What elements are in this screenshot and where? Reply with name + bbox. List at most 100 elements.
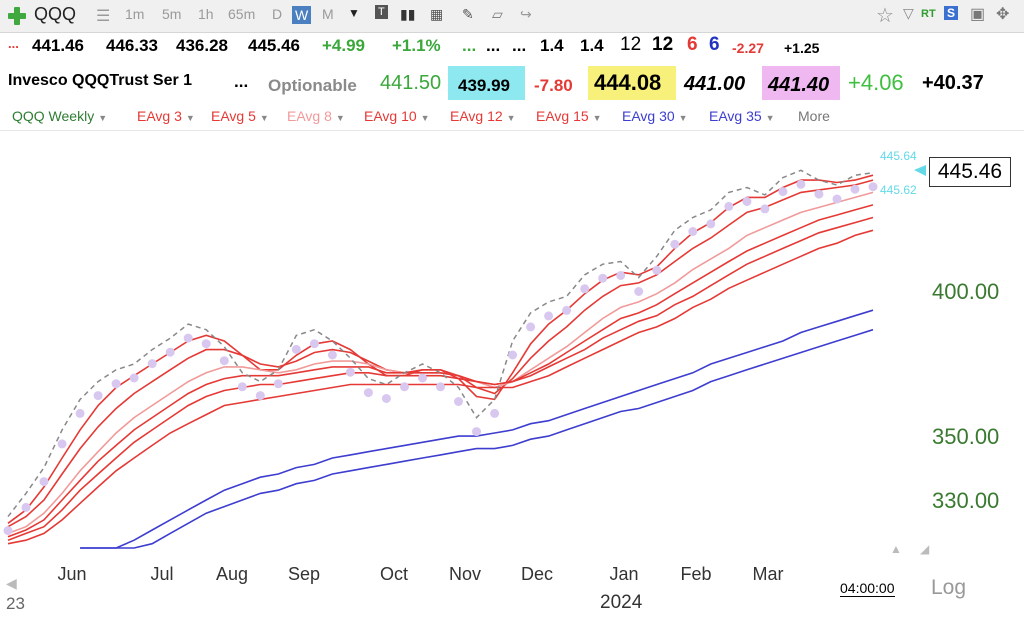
study-eavg-30[interactable]: EAvg 30 ▼: [622, 108, 688, 124]
quote-bid-bg: [448, 66, 525, 100]
interval-1h[interactable]: 1h: [198, 6, 214, 22]
study-eavg-10[interactable]: EAvg 10 ▼: [364, 108, 430, 124]
quote-dots-2: ...: [462, 36, 477, 55]
price-dot: [273, 379, 283, 389]
price-dot: [490, 408, 500, 418]
quote-low: 436.28: [176, 36, 228, 55]
price-dot: [832, 194, 842, 204]
interval-1m[interactable]: 1m: [125, 6, 145, 22]
line-eavg-30: [80, 309, 874, 549]
add-symbol-icon[interactable]: [7, 6, 27, 26]
quote-bid: 439.99: [458, 76, 510, 95]
price-dot: [93, 391, 103, 401]
price-dot: [57, 439, 67, 449]
filter-icon[interactable]: ▽: [903, 5, 914, 21]
price-dot: [237, 382, 247, 392]
price-dot: [309, 339, 319, 349]
study-eavg-35[interactable]: EAvg 35 ▼: [709, 108, 775, 124]
price-dot: [129, 373, 139, 383]
interval-dropdown-icon[interactable]: ▼: [348, 6, 360, 20]
price-axis-label: 400.00: [932, 279, 999, 304]
text-tool-icon[interactable]: T: [375, 5, 388, 19]
month-label: Mar: [753, 564, 784, 584]
price-dot: [724, 201, 734, 211]
bar-style-icon[interactable]: ▮▮: [400, 6, 416, 22]
year-prev-label: 23: [6, 594, 25, 613]
quote-close-bg: [762, 66, 840, 100]
price-dot: [219, 356, 229, 366]
security-name: Invesco QQQTrust Ser 1: [8, 72, 193, 89]
star-icon[interactable]: ☆: [876, 5, 894, 27]
quote-val-f: 6: [709, 34, 720, 55]
tag-low: 445.62: [880, 183, 917, 197]
price-dot: [544, 311, 554, 321]
price-dot: [472, 427, 481, 437]
price-dot: [670, 239, 680, 249]
log-scale-toggle[interactable]: Log: [931, 576, 967, 599]
price-dot: [327, 350, 337, 360]
price-dot: [400, 382, 409, 392]
time-label[interactable]: 04:00:00: [840, 580, 895, 597]
page-icon[interactable]: ▱: [492, 6, 503, 22]
last-price-label: 445.46: [929, 157, 1011, 187]
study-eavg-12[interactable]: EAvg 12 ▼: [450, 108, 516, 124]
month-label: Aug: [216, 564, 248, 584]
quote-val-h: +1.25: [784, 40, 820, 56]
quote-change-pct: +1.1%: [392, 36, 441, 55]
price-dot: [688, 227, 698, 236]
price-dot: [652, 265, 662, 275]
quote-val-b: 1.4: [580, 36, 604, 55]
quote-val-e: 6: [687, 34, 698, 55]
price-dot: [183, 333, 193, 343]
price-dot: [363, 388, 373, 398]
interval-d[interactable]: D: [272, 6, 283, 22]
price-dot: [165, 347, 175, 357]
list-icon[interactable]: ☰: [96, 8, 111, 25]
quote-ask-bg: [588, 66, 676, 100]
study-price[interactable]: QQQ Weekly ▼: [12, 108, 108, 124]
line-eavg-3: [7, 174, 874, 524]
quote-open: 441.46: [32, 36, 84, 55]
toolbar: QQQ ☰ 1m 5m 1h 65m D W M ▼ T ▮▮ ▦ ✎ ▱ ↪ …: [0, 0, 1024, 33]
price-dot: [39, 477, 49, 487]
month-label: Jan: [609, 564, 638, 584]
study-eavg-8[interactable]: EAvg 8 ▼: [287, 108, 345, 124]
study-eavg-15[interactable]: EAvg 15 ▼: [536, 108, 602, 124]
study-legend: QQQ Weekly ▼ EAvg 3 ▼ EAvg 5 ▼ EAvg 8 ▼ EAvg…: [0, 100, 1024, 131]
interval-65m[interactable]: 65m: [228, 6, 256, 22]
calendar-icon[interactable]: ▦: [430, 6, 444, 22]
quote-change: +4.99: [322, 36, 366, 55]
price-dot: [580, 284, 590, 294]
scroll-left-icon[interactable]: ◀: [6, 575, 17, 591]
more-studies-link[interactable]: More: [798, 108, 830, 124]
chart-lines: [3, 169, 878, 549]
scroll-up-icon[interactable]: ▲: [890, 542, 902, 556]
interval-w[interactable]: W: [292, 6, 312, 24]
price-dot: [255, 391, 265, 401]
scroll-down-icon[interactable]: ◢: [920, 542, 930, 556]
study-eavg-3[interactable]: EAvg 3 ▼: [137, 108, 195, 124]
close-line: [7, 169, 874, 518]
s-icon[interactable]: S: [944, 6, 959, 20]
study-eavg-5[interactable]: EAvg 5 ▼: [211, 108, 269, 124]
pencil-icon[interactable]: ✎: [462, 6, 474, 22]
symbol-input[interactable]: QQQ: [34, 4, 77, 24]
tag-high: 445.64: [880, 149, 917, 163]
share-icon[interactable]: ↪: [520, 6, 532, 22]
move-icon[interactable]: ✥: [996, 6, 1010, 23]
price-axis-label: 330.00: [932, 488, 999, 513]
interval-5m[interactable]: 5m: [162, 6, 182, 22]
quote-low2: 441.00: [684, 73, 746, 95]
line-eavg-35: [80, 328, 874, 549]
quote-dots-3: ...: [486, 36, 501, 55]
rt-icon[interactable]: RT: [921, 8, 936, 20]
interval-m[interactable]: M: [322, 6, 334, 22]
month-label: Dec: [521, 564, 553, 584]
month-label: Feb: [680, 564, 711, 584]
name-dots: ...: [234, 72, 249, 91]
price-dot: [598, 273, 608, 283]
line-eavg-8: [7, 191, 874, 535]
save-icon[interactable]: ▣: [970, 6, 986, 23]
price-dot: [526, 322, 536, 332]
quote-last: 441.50: [380, 72, 442, 94]
